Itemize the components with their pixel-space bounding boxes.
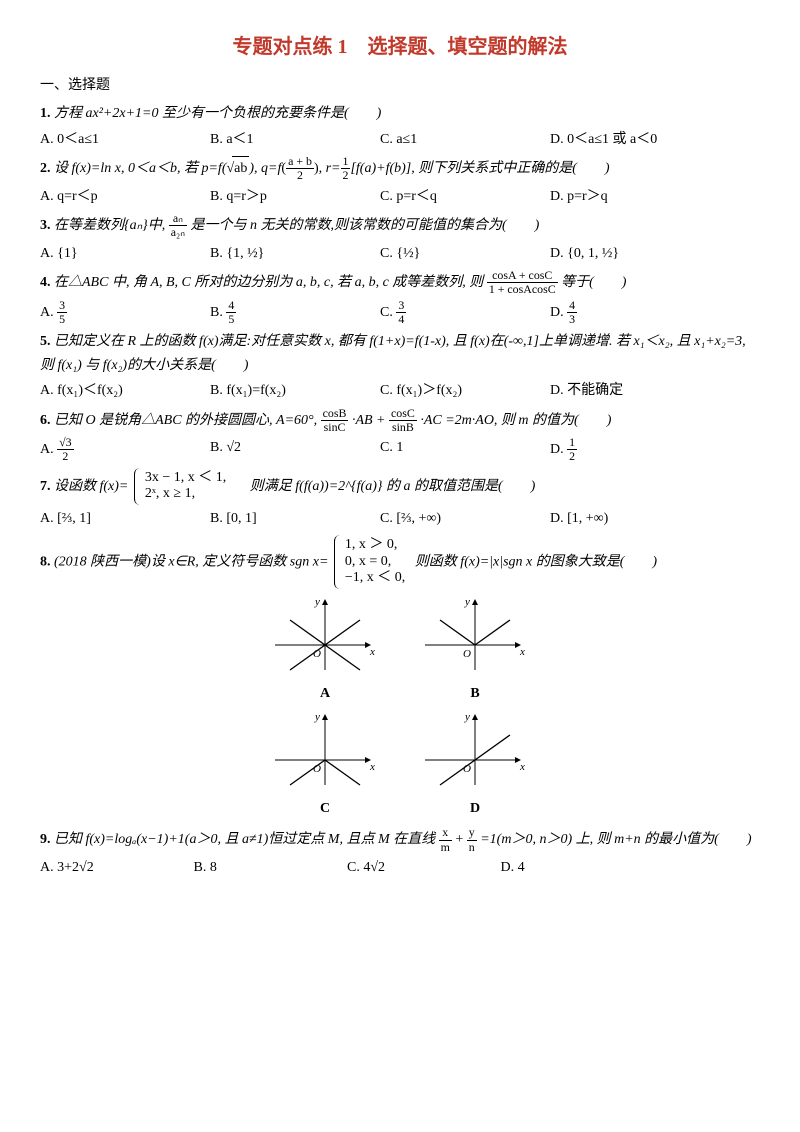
q1-optA: A. 0＜a≤1 [40,128,190,152]
q2-optD: D. p=r＞q [550,185,700,209]
svg-text:y: y [314,596,320,608]
graph-D: x y O D [420,710,530,821]
q3-optB: B. 1, ½ [210,242,360,266]
q3-optC: C. ½ [380,242,530,266]
q1-optD: D. 0＜a≤1 或 a＜0 [550,128,700,152]
q2-optA: A. q=r＜p [40,185,190,209]
q7-optA: A. [⅔, 1] [40,507,190,531]
q1-options: A. 0＜a≤1 B. a＜1 C. a≤1 D. 0＜a≤1 或 a＜0 [40,128,760,152]
q4-optA: A. 35 [40,299,190,326]
question-6: 6. 已知 O 是锐角△ABC 的外接圆圆心, A=60°, cosBsinC … [40,407,760,434]
graph-C: x y O C [270,710,380,821]
svg-text:y: y [464,711,470,723]
q6-optA: A. √32 [40,436,190,463]
q6-optB: B. √2 [210,436,360,463]
question-5: 5. 已知定义在 R 上的函数 f(x)满足:对任意实数 x, 都有 f(1+x… [40,330,760,378]
q5-options: A. f(x₁)＜f(x₂) B. f(x₁)=f(x₂) C. f(x₁)＞f… [40,379,760,403]
graph-A: x y O A [270,595,380,706]
q6-optC: C. 1 [380,436,530,463]
q3-options: A. {1} B. 1, ½ C. ½ D. 0, 1, ½ [40,242,760,266]
section-heading: 一、选择题 [40,74,760,98]
page-title: 专题对点练 1 选择题、填空题的解法 [40,30,760,64]
q3-optA: A. {1} [40,242,190,266]
question-1: 1. 方程 ax²+2x+1=0 至少有一个负根的充要条件是( ) [40,102,760,126]
svg-text:x: x [519,646,525,658]
question-3: 3. 在等差数列{aₙ}中, aₙa₂ₙ 是一个与 n 无关的常数,则该常数的可… [40,212,760,239]
q6-optD: D. 12 [550,436,700,463]
q9-optD: D. 4 [501,856,651,880]
q4-optB: B. 45 [210,299,360,326]
question-8: 8. (2018 陕西一模)设 x∈R, 定义符号函数 sgn x= 1, x … [40,535,760,589]
svg-text:O: O [313,648,321,660]
question-7: 7. 设函数 f(x)= 3x − 1, x ＜ 1, 2ˣ, x ≥ 1, 则… [40,468,760,506]
q4-optC: C. 34 [380,299,530,326]
q4-optD: D. 43 [550,299,700,326]
q5-optD: D. 不能确定 [550,379,700,403]
svg-text:x: x [519,761,525,773]
q9-options: A. 3+2√2 B. 8 C. 4√2 D. 4 [40,856,760,880]
svg-text:O: O [463,763,471,775]
q6-options: A. √32 B. √2 C. 1 D. 12 [40,436,760,463]
svg-text:x: x [369,761,375,773]
svg-text:O: O [313,763,321,775]
graph-B: x y O B [420,595,530,706]
q4-options: A. 35 B. 45 C. 34 D. 43 [40,299,760,326]
svg-text:y: y [464,596,470,608]
q2-options: A. q=r＜p B. q=r＞p C. p=r＜q D. p=r＞q [40,185,760,209]
q5-optA: A. f(x₁)＜f(x₂) [40,379,190,403]
q3-optD: D. 0, 1, ½ [550,242,700,266]
q1-optB: B. a＜1 [210,128,360,152]
q9-optA: A. 3+2√2 [40,856,190,880]
q7-optB: B. [0, 1] [210,507,360,531]
svg-text:y: y [314,711,320,723]
q1-optC: C. a≤1 [380,128,530,152]
q7-optC: C. [⅔, +∞) [380,507,530,531]
question-2: 2. 设 f(x)=ln x, 0＜a＜b, 若 p=f(√ab), q=f(a… [40,155,760,182]
q9-optB: B. 8 [194,856,344,880]
question-9: 9. 已知 f(x)=logₐ(x−1)+1(a＞0, 且 a≠1)恒过定点 M… [40,826,760,853]
question-4: 4. 在△ABC 中, 角 A, B, C 所对的边分别为 a, b, c, 若… [40,269,760,296]
q9-optC: C. 4√2 [347,856,497,880]
q8-graphs: x y O A x y O B [40,595,760,820]
q2-optB: B. q=r＞p [210,185,360,209]
svg-text:O: O [463,648,471,660]
q7-options: A. [⅔, 1] B. [0, 1] C. [⅔, +∞) D. [1, +∞… [40,507,760,531]
q2-optC: C. p=r＜q [380,185,530,209]
q7-optD: D. [1, +∞) [550,507,700,531]
q5-optB: B. f(x₁)=f(x₂) [210,379,360,403]
q5-optC: C. f(x₁)＞f(x₂) [380,379,530,403]
svg-text:x: x [369,646,375,658]
